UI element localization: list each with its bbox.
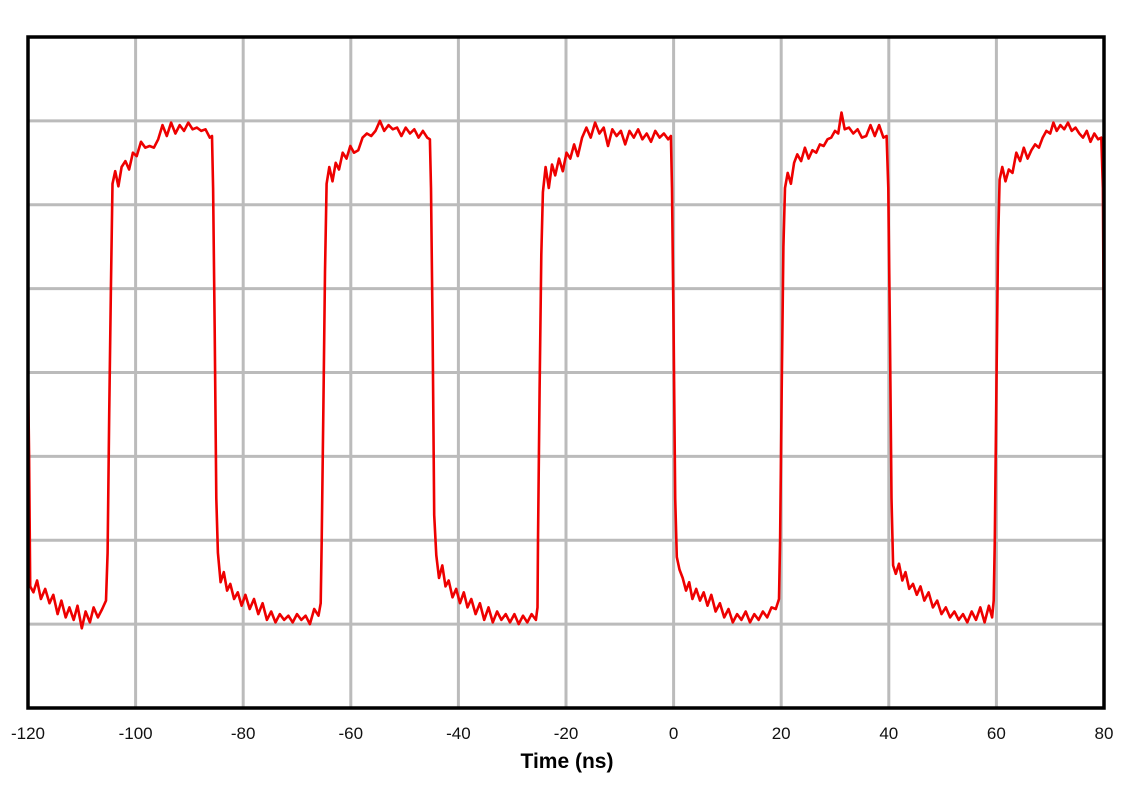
x-tick-label: -40 (446, 724, 471, 743)
x-tick-label: -100 (118, 724, 153, 743)
x-tick-label: -120 (10, 724, 46, 743)
x-tick-label: -20 (553, 724, 579, 743)
x-tick-label: -60 (338, 724, 364, 743)
x-tick-label: 0 (668, 724, 679, 743)
x-tick-label: 60 (986, 724, 1006, 743)
signal-trace (28, 111, 1104, 630)
x-axis-title: Time (ns) (520, 750, 614, 773)
x-tick-label: 20 (771, 724, 791, 743)
x-tick-label: -80 (230, 724, 256, 743)
x-tick-label: 40 (879, 724, 899, 743)
plot-frame (26, 35, 1106, 710)
x-tick-label: 80 (1094, 724, 1114, 743)
